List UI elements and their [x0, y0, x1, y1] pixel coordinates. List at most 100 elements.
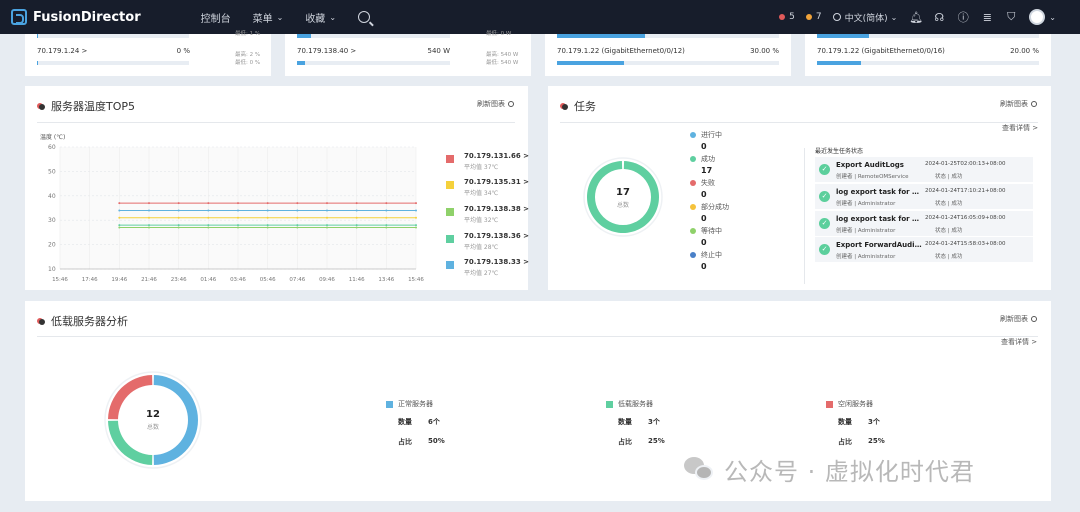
card-bar-fill	[817, 34, 869, 38]
card-bar-fill	[297, 61, 305, 65]
major-alarm[interactable]: 7	[805, 12, 822, 22]
legend-item[interactable]: 70.179.138.38 > 平均值 32℃	[446, 205, 529, 224]
view-details-link[interactable]: 查看详情 >	[1002, 124, 1039, 132]
card-port-link[interactable]: 70.179.1.22 (GigabitEthernet0/0/16)	[817, 47, 945, 55]
task-status-item[interactable]: 终止中 0	[690, 250, 722, 271]
major-alarm-count: 7	[815, 12, 822, 22]
card-value: 0 %	[176, 47, 190, 55]
recent-task-item[interactable]: ✓ Export AuditLogs 创建者 | RemoteOMService 20…	[815, 157, 1033, 182]
series-point	[266, 216, 269, 219]
nav-menu[interactable]: 菜单 ⌄	[253, 10, 284, 25]
card-bar-partial	[817, 34, 1039, 38]
nav-favorites[interactable]: 收藏 ⌄	[305, 10, 336, 25]
series-point	[355, 226, 358, 229]
donut-slice-1[interactable]	[108, 420, 153, 465]
status-count: 0	[701, 262, 707, 271]
series-point	[118, 216, 121, 219]
shield-icon[interactable]: ⛉	[1007, 10, 1016, 23]
wechat-logo-icon	[684, 456, 714, 483]
group-header[interactable]: 低载服务器	[606, 399, 665, 409]
recent-task-item[interactable]: ✓ log export task for Syst... 创建者 | Admini…	[815, 211, 1033, 236]
headset-icon[interactable]: ☊	[934, 10, 945, 24]
app-logo[interactable]: FusionDirector	[11, 9, 141, 25]
task-donut-chart	[583, 157, 663, 237]
task-creator: 创建者 | Administrator	[836, 254, 896, 260]
chevron-down-icon: ⌄	[329, 12, 337, 22]
donut-slice-0[interactable]	[153, 375, 199, 465]
refresh-chart-button[interactable]: 刷新图表	[477, 99, 514, 109]
recent-task-item[interactable]: ✓ log export task for Syst... 创建者 | Admini…	[815, 184, 1033, 209]
group-ratio-key: 占比	[838, 438, 852, 446]
refresh-chart-button[interactable]: 刷新图表	[1000, 314, 1037, 324]
status-dot	[690, 204, 696, 210]
view-details-link[interactable]: 查看详情 >	[1001, 338, 1038, 346]
task-status: 状态 | 成功	[935, 201, 963, 207]
critical-alarm[interactable]: 5	[779, 12, 795, 22]
series-point	[296, 224, 299, 227]
donut-slice-2[interactable]	[108, 375, 153, 420]
recent-task-item[interactable]: ✓ Export ForwardAuditLogs 创建者 | Administra…	[815, 237, 1033, 262]
server-group: 正常服务器 数量 6个 占比 50%	[386, 399, 445, 447]
card-value: 30.00 %	[750, 47, 779, 55]
series-point	[237, 209, 239, 212]
legend-text: 70.179.138.33 > 平均值 27℃	[464, 258, 529, 277]
group-count-key: 数量	[838, 418, 852, 426]
legend-text: 70.179.135.31 > 平均值 34℃	[464, 178, 529, 197]
card-bar-partial	[297, 34, 450, 38]
language-label: 中文(简体)	[844, 13, 888, 24]
card-server-link[interactable]: 70.179.1.24 >	[37, 47, 88, 55]
bell-icon[interactable]: 🔔︎	[909, 10, 924, 24]
help-icon[interactable]: ⓘ	[957, 11, 969, 24]
low-load-panel-title: 低载服务器分析	[37, 313, 128, 329]
task-status-item[interactable]: 等待中 0	[690, 226, 722, 247]
card-port-link[interactable]: 70.179.1.22 (GigabitEthernet0/0/12)	[557, 47, 685, 55]
status-count: 0	[701, 142, 707, 151]
refresh-label: 刷新图表	[477, 100, 505, 108]
task-status-item[interactable]: 失败 0	[690, 178, 715, 199]
card-value: 20.00 %	[1010, 47, 1039, 55]
group-header[interactable]: 正常服务器	[386, 399, 445, 409]
group-count: 6个	[428, 418, 440, 426]
series-point	[355, 202, 358, 205]
card-max: 最高: 540 W	[486, 52, 519, 58]
task-total-label: 总数	[616, 202, 629, 209]
top-nav-bar: FusionDirector 控制台 菜单 ⌄ 收藏 ⌄ 5 7 中文(简体) ⌄ 🔔…	[0, 0, 1080, 34]
x-tick-label: 11:46	[349, 277, 365, 283]
series-point	[326, 224, 328, 227]
nav-favorites-label: 收藏	[305, 13, 326, 25]
card-server-link[interactable]: 70.179.138.40 >	[297, 47, 357, 55]
language-selector[interactable]: 中文(简体) ⌄	[832, 11, 897, 24]
legend-server-name[interactable]: 70.179.138.36 >	[464, 232, 529, 240]
legend-server-name[interactable]: 70.179.138.38 >	[464, 205, 529, 213]
task-time: 2024-01-24T17:10:21+08:00	[925, 188, 1006, 194]
chevron-down-icon[interactable]: ⌄	[1049, 12, 1056, 22]
legend-item[interactable]: 70.179.135.31 > 平均值 34℃	[446, 178, 529, 197]
task-panel-separator	[804, 148, 805, 284]
list-icon[interactable]: ≣	[982, 10, 992, 24]
legend-item[interactable]: 70.179.138.36 > 平均值 28℃	[446, 232, 529, 251]
group-header[interactable]: 空闲服务器	[826, 399, 885, 409]
legend-server-name[interactable]: 70.179.135.31 >	[464, 178, 529, 186]
x-tick-label: 13:46	[378, 277, 394, 283]
series-point	[415, 202, 417, 205]
status-label: 等待中	[701, 227, 722, 235]
task-status-item[interactable]: 部分成功 0	[690, 202, 729, 223]
legend-item[interactable]: 70.179.131.66 > 平均值 37℃	[446, 152, 529, 171]
temperature-title-text: 服务器温度TOP5	[51, 100, 136, 113]
group-ratio: 25%	[868, 437, 885, 445]
success-check-icon: ✓	[819, 191, 830, 202]
card-partial-min: 最低: 0 W	[486, 31, 512, 37]
fusiondirector-logo-icon	[11, 9, 27, 25]
task-status-item[interactable]: 进行中 0	[690, 130, 722, 151]
avatar[interactable]	[1029, 9, 1046, 25]
legend-server-name[interactable]: 70.179.131.66 >	[464, 152, 529, 160]
legend-item[interactable]: 70.179.138.33 > 平均值 27℃	[446, 258, 529, 277]
refresh-chart-button[interactable]: 刷新图表	[1000, 99, 1037, 109]
card-bar-partial	[557, 34, 779, 38]
nav-console[interactable]: 控制台	[201, 10, 231, 25]
card-row: 70.179.138.40 > 540 W	[297, 47, 450, 55]
task-status-item[interactable]: 成功 17	[690, 154, 715, 175]
task-panel-title: 任务	[560, 98, 596, 114]
legend-server-name[interactable]: 70.179.138.33 >	[464, 258, 529, 266]
search-icon[interactable]	[358, 11, 371, 23]
